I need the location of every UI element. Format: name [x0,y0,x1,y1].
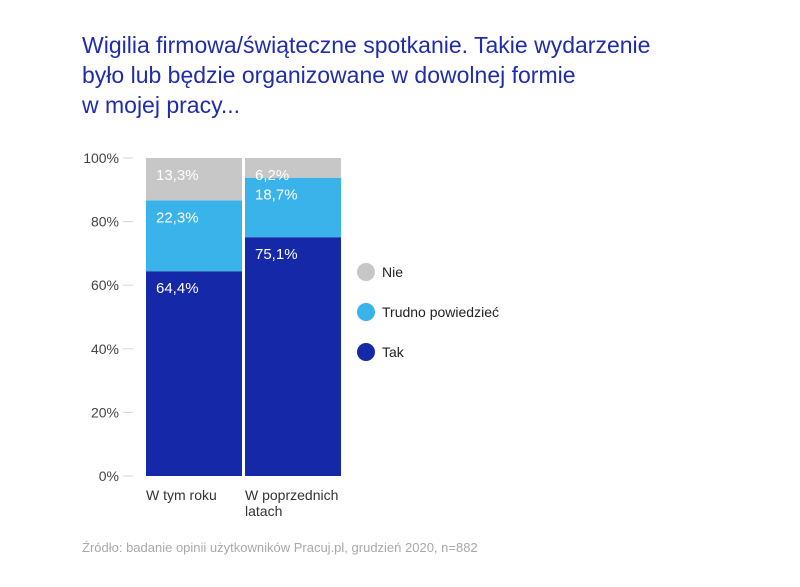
y-tick-label: 40% [91,341,119,357]
chart-title-line-3: w mojej pracy... [82,92,241,118]
chart-title-line-1: Wigilia firmowa/świąteczne spotkanie. Ta… [82,32,651,58]
bar-segment-nie [146,158,242,201]
y-tick-label: 20% [91,404,119,420]
bar-segment-tak [245,237,341,476]
legend-label: Tak [382,344,405,360]
x-category-label: latach [245,503,282,519]
legend-marker-trudno-powiedzie- [357,303,375,321]
chart-title-line-2: było lub będzie organizowane w dowolnej … [82,62,576,88]
bar-segment-trudno-powiedzie- [245,177,341,238]
chart-title: Wigilia firmowa/świąteczne spotkanie. Ta… [82,30,742,120]
data-label: 18,7% [255,187,298,204]
legend-marker-tak [357,343,375,361]
data-label: 64,4% [156,280,199,297]
data-label: 22,3% [156,209,199,226]
legend-marker-nie [357,263,375,281]
y-tick-label: 80% [91,214,119,230]
bar-segment-nie [245,158,341,178]
y-tick-label: 0% [99,468,119,484]
y-tick-label: 100% [83,150,119,166]
legend-label: Nie [382,264,403,280]
source-note: Źródło: badanie opinii użytkowników Prac… [82,540,478,555]
bar-segment-trudno-powiedzie- [146,200,242,272]
data-label: 75,1% [255,246,298,263]
legend-label: Trudno powiedzieć [382,304,499,320]
data-label: 13,3% [156,167,199,184]
bar-segment-tak [146,271,242,476]
x-category-label: W poprzednich [245,487,338,503]
x-category-label: W tym roku [146,487,217,503]
y-tick-label: 60% [91,277,119,293]
data-label: 6,2% [255,167,289,184]
